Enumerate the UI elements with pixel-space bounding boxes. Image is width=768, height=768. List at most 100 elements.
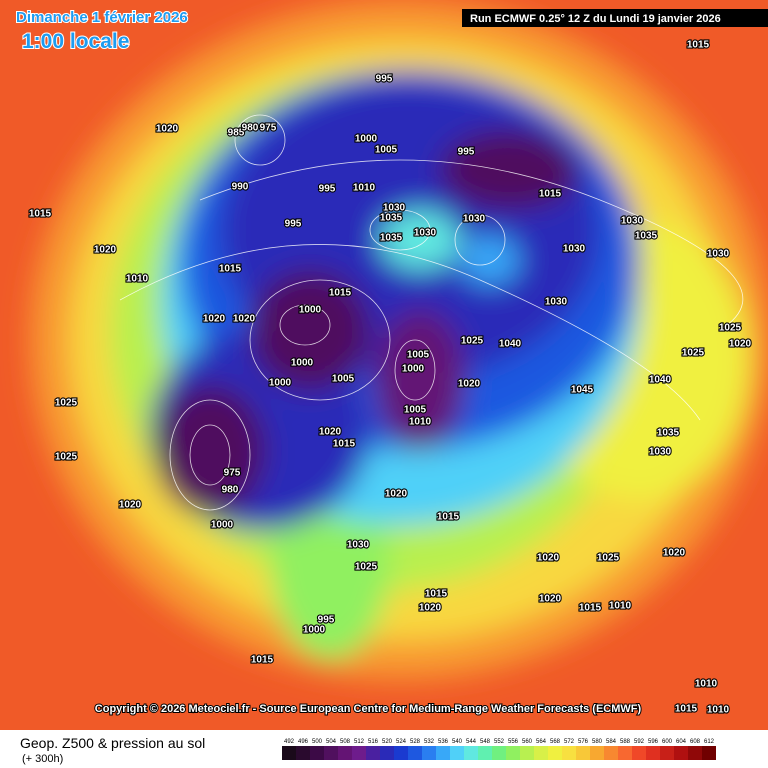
isobar-label: 1020 [663, 548, 686, 559]
scale-swatch [450, 746, 464, 760]
isobar-label: 1010 [695, 679, 718, 690]
isobar-label: 1020 [458, 379, 481, 390]
scale-swatch [646, 746, 660, 760]
scale-swatch [632, 746, 646, 760]
isobar-label: 1015 [333, 439, 356, 450]
isobar-label: 1025 [682, 348, 705, 359]
isobar-label: 1015 [29, 209, 52, 220]
color-scale: 492 496 500 504 508 512 516 520 524 528 532 536 540 5… [282, 739, 716, 760]
scale-swatch [324, 746, 338, 760]
scale-swatch [604, 746, 618, 760]
isobar-label: 1010 [707, 705, 730, 716]
isobar-label: 1030 [707, 249, 730, 260]
scale-label: 548 [480, 739, 491, 745]
scale-swatch [296, 746, 310, 760]
scale-swatch [688, 746, 702, 760]
scale-label: 576 [578, 739, 589, 745]
isobar-label: 1015 [539, 189, 562, 200]
isobar-label: 1030 [545, 297, 568, 308]
scale-label: 524 [396, 739, 407, 745]
scale-swatch [436, 746, 450, 760]
isobar-label: 1015 [251, 655, 274, 666]
scale-label: 604 [676, 739, 687, 745]
isobar-label: 1000 [299, 305, 322, 316]
scale-swatch [310, 746, 324, 760]
map-field [0, 0, 768, 730]
scale-swatch [478, 746, 492, 760]
isobar-label: 1015 [687, 40, 710, 51]
scale-label: 508 [340, 739, 351, 745]
isobar-label: 980 [242, 123, 259, 134]
scale-label: 544 [466, 739, 477, 745]
isobar-label: 1000 [355, 134, 378, 145]
isobar-label: 1015 [437, 512, 460, 523]
isobar-label: 980 [222, 485, 239, 496]
scale-swatch [492, 746, 506, 760]
isobar-label: 1030 [414, 228, 437, 239]
isobar-label: 1015 [675, 704, 698, 715]
scale-label: 512 [354, 739, 365, 745]
isobar-label: 1010 [609, 601, 632, 612]
isobar-label: 995 [285, 219, 302, 230]
isobar-label: 1030 [621, 216, 644, 227]
isobar-label: 1020 [156, 124, 179, 135]
scale-label: 528 [410, 739, 421, 745]
scale-label: 532 [424, 739, 435, 745]
isobar-label: 1020 [233, 314, 256, 325]
scale-label: 580 [592, 739, 603, 745]
scale-swatch [408, 746, 422, 760]
isobar-label: 1005 [332, 374, 355, 385]
scale-swatch [282, 746, 296, 760]
isobar-label: 1020 [319, 427, 342, 438]
isobar-label: 1030 [649, 447, 672, 458]
isobar-label: 1030 [347, 540, 370, 551]
scale-label: 536 [438, 739, 449, 745]
isobar-label: 1030 [563, 244, 586, 255]
scale-label: 496 [298, 739, 309, 745]
isobar-label: 985 [228, 128, 245, 139]
forecast-time: 1:00 locale [22, 30, 129, 53]
scale-swatch [660, 746, 674, 760]
scale-swatch [338, 746, 352, 760]
scale-swatch [562, 746, 576, 760]
scale-swatch [534, 746, 548, 760]
run-info: Run ECMWF 0.25° 12 Z du Lundi 19 janvier… [470, 13, 721, 25]
scale-label: 600 [662, 739, 673, 745]
scale-label: 592 [634, 739, 645, 745]
footer-lead: (+ 300h) [22, 753, 63, 765]
scale-label: 584 [606, 739, 617, 745]
isobar-label: 1025 [461, 336, 484, 347]
isobar-label: 1020 [119, 500, 142, 511]
isobar-label: 1010 [126, 274, 149, 285]
isobar-label: 1015 [329, 288, 352, 299]
isobar-label: 1025 [55, 452, 78, 463]
scale-label: 572 [564, 739, 575, 745]
scale-label: 492 [284, 739, 295, 745]
scale-swatch [464, 746, 478, 760]
isobar-label: 975 [224, 468, 241, 479]
scale-swatch [576, 746, 590, 760]
isobar-label: 1035 [380, 213, 403, 224]
isobar-label: 1025 [355, 562, 378, 573]
scale-swatch [618, 746, 632, 760]
run-banner [462, 9, 768, 27]
scale-label: 540 [452, 739, 463, 745]
scale-swatch [380, 746, 394, 760]
scale-swatch [548, 746, 562, 760]
isobar-label: 1015 [219, 264, 242, 275]
scale-swatch [506, 746, 520, 760]
isobar-label: 1015 [579, 603, 602, 614]
scale-label: 564 [536, 739, 547, 745]
isobar-label: 1025 [719, 323, 742, 334]
isobar-label: 995 [458, 147, 475, 158]
isobar-label: 1000 [211, 520, 234, 531]
scale-label: 556 [508, 739, 519, 745]
isobar-label: 1015 [425, 589, 448, 600]
isobar-label: 1020 [94, 245, 117, 256]
isobar-label: 1035 [635, 231, 658, 242]
isobar-label: 1025 [55, 398, 78, 409]
isobar-label: 1020 [729, 339, 752, 350]
scale-label: 560 [522, 739, 533, 745]
